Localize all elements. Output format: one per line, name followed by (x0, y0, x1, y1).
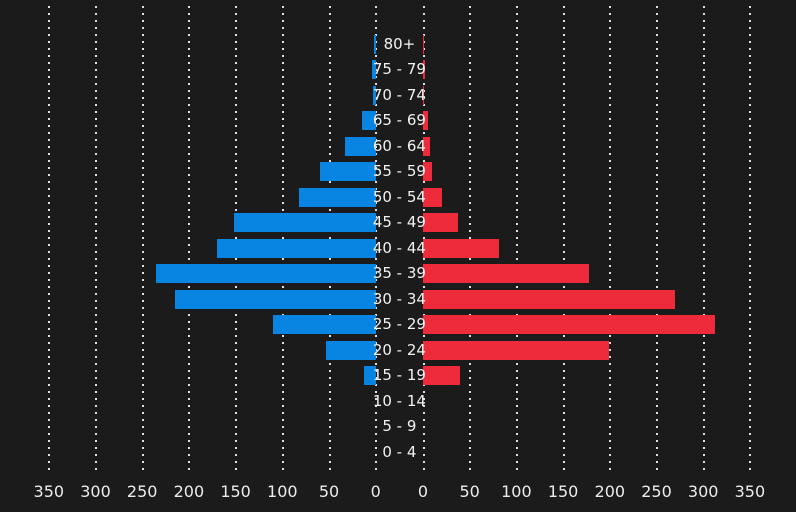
bar-right-20-24 (423, 340, 609, 360)
bar-left-60-64 (344, 136, 376, 156)
axis-tick-label-left-100: 100 (267, 482, 298, 501)
age-group-label: 20 - 24 (372, 340, 426, 359)
age-group-label: 40 - 44 (372, 238, 426, 257)
bar-right-25-29 (423, 315, 716, 334)
axis-tick-label-right-300: 300 (687, 482, 719, 501)
gridline-right-150 (562, 6, 565, 474)
bar-left-65-69 (361, 111, 376, 130)
axis-tick-label-left-200: 200 (173, 482, 205, 501)
bar-left-30-34 (174, 289, 376, 309)
bar-left-50-54 (299, 187, 376, 207)
bar-left-80+ (373, 34, 376, 54)
age-group-label: 30 - 34 (372, 289, 426, 308)
axis-tick-label-right-200: 200 (594, 482, 626, 501)
bar-right-15-19 (423, 366, 461, 385)
gridline-right-350 (749, 6, 752, 474)
gridline-right-250 (656, 6, 658, 474)
axis-tick-label-left-0: 0 (370, 482, 381, 501)
age-group-label: 35 - 39 (372, 264, 426, 282)
bar-left-70-74 (372, 85, 376, 105)
age-group-label: 65 - 69 (372, 111, 426, 129)
gridline-left-0 (375, 6, 378, 474)
bar-right-75-79 (423, 60, 425, 79)
axis-tick-label-right-0: 0 (417, 482, 429, 501)
axis-tick-label-right-50: 50 (459, 482, 480, 501)
age-group-label: 25 - 29 (372, 315, 426, 333)
bar-left-45-49 (233, 213, 376, 232)
axis-tick-label-left-50: 50 (318, 482, 340, 501)
age-group-label: 60 - 64 (372, 136, 426, 155)
bar-right-70-74 (423, 85, 424, 105)
gridline-left-200 (188, 6, 191, 474)
age-group-label: 75 - 79 (372, 60, 426, 78)
bar-left-35-39 (156, 264, 376, 283)
gridline-right-200 (609, 6, 612, 474)
axis-tick-label-right-150: 150 (547, 482, 579, 501)
axis-tick-label-left-150: 150 (220, 482, 251, 501)
axis-tick-label-left-350: 350 (33, 482, 65, 501)
gridline-right-100 (515, 6, 518, 474)
gridline-right-300 (702, 6, 705, 474)
age-group-label: 10 - 14 (372, 391, 426, 410)
gridline-left-300 (95, 6, 97, 474)
bar-right-60-64 (423, 136, 431, 156)
age-group-label: 80+ (383, 34, 416, 53)
age-group-label: 55 - 59 (372, 162, 426, 180)
bar-right-35-39 (423, 264, 590, 283)
bar-left-25-29 (272, 315, 376, 334)
bar-right-45-49 (423, 213, 458, 232)
bar-right-80+ (423, 34, 424, 54)
axis-tick-label-right-250: 250 (641, 482, 672, 501)
axis-tick-label-left-300: 300 (80, 482, 111, 501)
gridline-left-350 (48, 6, 51, 474)
axis-tick-label-left-250: 250 (126, 482, 158, 501)
bar-left-15-19 (364, 366, 376, 385)
axis-tick-label-right-350: 350 (734, 482, 766, 501)
age-group-label: 15 - 19 (372, 366, 426, 384)
bar-right-50-54 (423, 187, 442, 207)
bar-right-30-34 (423, 289, 676, 309)
axis-tick-label-right-100: 100 (501, 482, 532, 501)
age-group-label: 70 - 74 (372, 85, 426, 104)
bar-left-20-24 (326, 340, 376, 360)
gridline-left-250 (141, 6, 144, 474)
age-group-label: 0 - 4 (382, 442, 417, 461)
bar-right-55-59 (423, 162, 433, 181)
age-group-label: 50 - 54 (372, 187, 426, 206)
age-group-label: 5 - 9 (382, 417, 417, 435)
bar-left-75-79 (371, 60, 376, 79)
age-group-label: 45 - 49 (372, 213, 426, 231)
bar-right-65-69 (423, 111, 428, 130)
bar-left-40-44 (216, 238, 376, 258)
bar-right-40-44 (423, 238, 499, 258)
bar-left-55-59 (319, 162, 376, 181)
